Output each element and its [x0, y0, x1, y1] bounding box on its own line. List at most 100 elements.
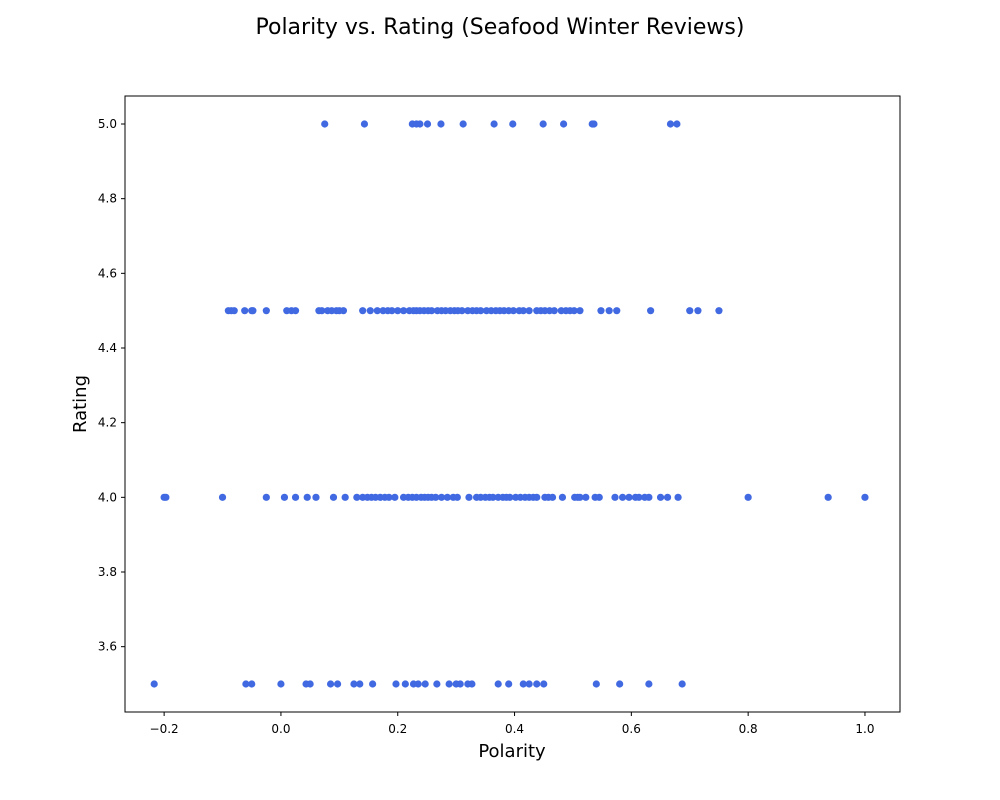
- data-point: [525, 307, 533, 315]
- data-point: [391, 493, 399, 501]
- data-point: [645, 680, 653, 688]
- y-tick-label: 3.6: [98, 640, 117, 654]
- data-point: [694, 307, 702, 315]
- y-tick-label: 4.8: [98, 192, 117, 206]
- data-point: [242, 680, 250, 688]
- data-point: [321, 120, 329, 128]
- data-point: [318, 307, 326, 315]
- data-point: [533, 493, 541, 501]
- data-point: [625, 493, 633, 501]
- data-point: [329, 493, 338, 501]
- x-tick-label: 0.8: [739, 722, 758, 736]
- data-point: [423, 120, 432, 128]
- data-point: [392, 680, 400, 688]
- y-tick-label: 4.0: [98, 490, 117, 504]
- data-point: [262, 493, 270, 501]
- data-point: [673, 120, 681, 128]
- data-point: [388, 307, 396, 315]
- x-tick-label: −0.2: [150, 722, 179, 736]
- data-point: [674, 493, 682, 501]
- y-tick-label: 4.4: [98, 341, 117, 355]
- data-point: [445, 680, 453, 688]
- data-point: [592, 680, 600, 688]
- data-point: [506, 493, 514, 501]
- data-point: [678, 680, 686, 688]
- data-point: [241, 307, 249, 315]
- data-point: [494, 680, 502, 688]
- data-point: [291, 493, 300, 501]
- data-point: [385, 493, 393, 501]
- data-point: [539, 120, 547, 128]
- data-point: [453, 493, 461, 501]
- data-point: [861, 493, 869, 501]
- data-point: [341, 493, 349, 501]
- data-point: [416, 120, 424, 128]
- data-point: [249, 307, 257, 315]
- data-point: [312, 493, 320, 501]
- data-point: [456, 680, 464, 688]
- data-point: [525, 680, 533, 688]
- plot-area-frame: [124, 95, 901, 713]
- data-point: [369, 680, 377, 688]
- data-point: [611, 493, 619, 501]
- data-point: [432, 493, 440, 501]
- data-point: [414, 680, 422, 688]
- x-axis-label: Polarity: [478, 741, 546, 762]
- data-point: [306, 680, 314, 688]
- data-point: [519, 307, 527, 315]
- data-point: [715, 307, 723, 315]
- data-point: [353, 493, 361, 501]
- data-point: [595, 493, 603, 501]
- data-point: [590, 120, 598, 128]
- chart-title: Polarity vs. Rating (Seafood Winter Revi…: [256, 15, 745, 40]
- data-point: [399, 307, 408, 315]
- data-point: [162, 493, 170, 501]
- data-point: [489, 493, 497, 501]
- data-point: [401, 680, 409, 688]
- data-point: [248, 680, 256, 688]
- data-point: [350, 680, 358, 688]
- x-axis-ticks: −0.2 0.0 0.2 0.4 0.6 0.8 1.0: [150, 712, 875, 736]
- x-tick-label: 0.4: [505, 722, 524, 736]
- data-point: [443, 493, 451, 501]
- data-point: [540, 680, 548, 688]
- y-tick-label: 3.8: [98, 565, 117, 579]
- data-point: [262, 307, 270, 315]
- points-layer: [150, 120, 869, 688]
- data-point: [437, 120, 445, 128]
- y-tick-label: 4.2: [98, 416, 117, 430]
- data-point: [465, 493, 473, 501]
- data-point: [570, 307, 578, 315]
- data-point: [656, 493, 665, 501]
- y-tick-label: 4.6: [98, 266, 117, 280]
- data-point: [360, 120, 369, 128]
- data-point: [326, 680, 335, 688]
- y-tick-label: 5.0: [98, 117, 117, 131]
- data-point: [356, 680, 364, 688]
- data-point: [597, 307, 605, 315]
- data-point: [560, 120, 568, 128]
- data-point: [647, 307, 655, 315]
- data-point: [303, 493, 311, 501]
- data-point: [459, 120, 467, 128]
- data-point: [576, 307, 584, 315]
- data-point: [433, 680, 441, 688]
- data-point: [373, 307, 381, 315]
- data-point: [605, 307, 613, 315]
- data-point: [230, 307, 238, 315]
- data-point: [618, 493, 627, 501]
- y-axis-label: Rating: [70, 375, 91, 433]
- data-point: [509, 307, 517, 315]
- data-point: [576, 493, 584, 501]
- data-point: [359, 307, 367, 315]
- data-point: [477, 307, 485, 315]
- data-point: [428, 307, 436, 315]
- x-tick-label: 0.6: [622, 722, 641, 736]
- data-point: [490, 120, 498, 128]
- data-point: [277, 680, 285, 688]
- data-point: [663, 493, 672, 501]
- data-point: [666, 120, 675, 128]
- data-point: [458, 307, 466, 315]
- data-point: [824, 493, 832, 501]
